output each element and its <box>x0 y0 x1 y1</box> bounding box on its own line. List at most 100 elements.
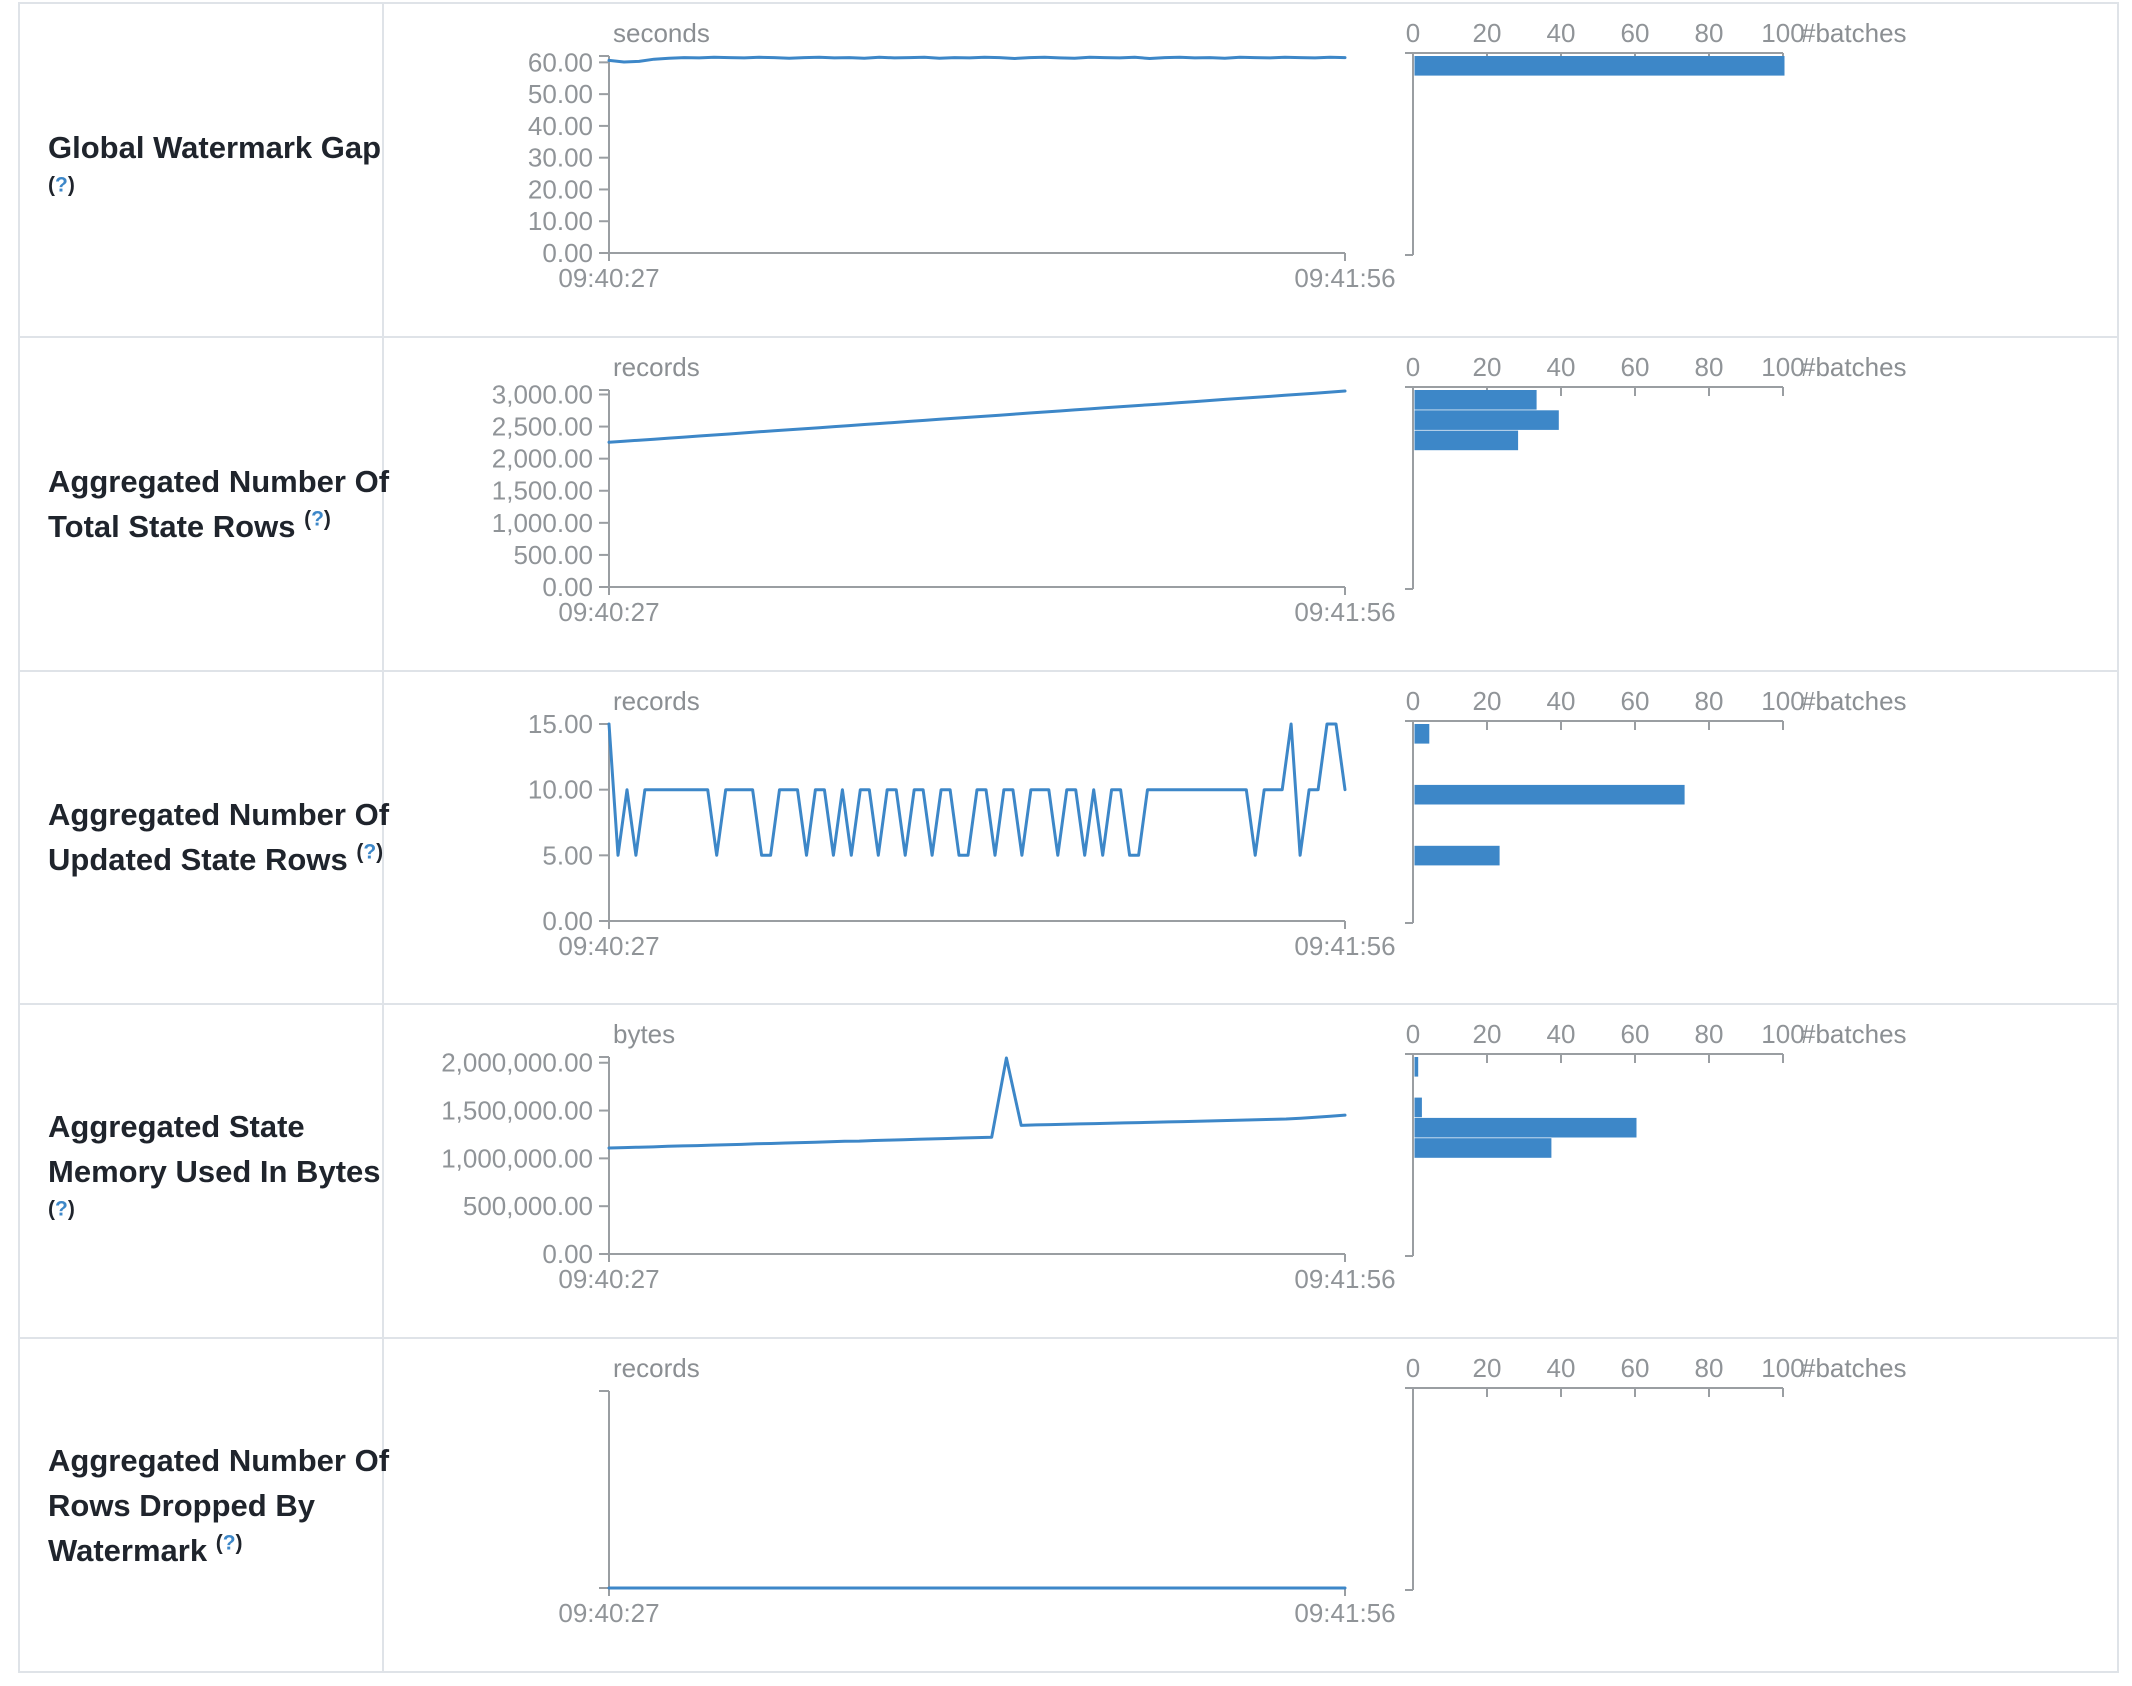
metric-label-cell: Aggregated Number Of Rows Dropped By Water… <box>20 1339 389 1671</box>
help-icon[interactable]: (?) <box>48 1197 75 1221</box>
metric-label-text: Aggregated Number Of <box>48 463 390 499</box>
histogram-chart: 0 20 40 60 80 100#batches <box>1405 686 1907 924</box>
batches-tick-label: 100 <box>1761 18 1804 48</box>
metric-label-cell: Global Watermark Gap (?) <box>20 4 384 336</box>
y-tick-label: 0.00 <box>542 1239 593 1269</box>
batches-tick-label: 60 <box>1621 1019 1650 1049</box>
x-start-time-label: 09:40:27 <box>558 597 659 627</box>
x-start-time-label: 09:40:27 <box>558 1264 659 1294</box>
metric-label-line: Global Watermark Gap <box>48 125 381 170</box>
y-tick-label: 5.00 <box>542 840 593 870</box>
y-tick-label: 1,500,000.00 <box>441 1096 593 1126</box>
metric-label-text: Global Watermark Gap <box>48 129 382 165</box>
batches-tick-label: 0 <box>1406 686 1420 716</box>
batches-tick-label: 40 <box>1547 352 1576 382</box>
histogram-bar <box>1414 784 1685 805</box>
batches-tick-label: 20 <box>1473 352 1502 382</box>
histogram-bar <box>1414 410 1559 430</box>
help-question-mark: ? <box>311 507 324 531</box>
y-tick-label: 15.00 <box>528 709 593 739</box>
x-end-time-label: 09:41:56 <box>1294 931 1395 961</box>
x-end-time-label: 09:41:56 <box>1294 1264 1395 1294</box>
metric-label-line: Aggregated Number Of <box>48 459 389 504</box>
metric-row: Aggregated Number Of Updated State Rows (… <box>20 669 2117 1004</box>
batches-axis-label: #batches <box>1801 686 1907 716</box>
y-tick-label: 2,500.00 <box>492 411 593 441</box>
batches-tick-label: 40 <box>1547 686 1576 716</box>
metric-label-cell: Aggregated Number Of Updated State Rows (… <box>20 671 389 1004</box>
metric-row: Aggregated State Memory Used In Bytes (?) b… <box>20 1003 2117 1338</box>
batches-tick-label: 60 <box>1621 1353 1650 1383</box>
batches-tick-label: 20 <box>1473 686 1502 716</box>
help-icon[interactable]: (?) <box>356 841 384 865</box>
y-tick-label: 0.00 <box>542 238 593 268</box>
x-end-time-label: 09:41:56 <box>1294 597 1395 627</box>
metric-label-line: Rows Dropped By <box>48 1483 368 1528</box>
histogram-bar <box>1414 1138 1552 1159</box>
metric-label-line: Updated State Rows (?) <box>48 837 383 882</box>
metric-label-text: Updated State Rows <box>48 842 348 878</box>
batches-tick-label: 40 <box>1547 1353 1576 1383</box>
y-tick-label: 2,000.00 <box>492 443 593 473</box>
metric-label-text: Aggregated Number Of <box>48 1442 390 1478</box>
metric-row: Global Watermark Gap (?) seconds 0.00 10.00 2… <box>20 4 2117 336</box>
y-tick-label: 30.00 <box>528 143 593 173</box>
y-tick-label: 0.00 <box>542 906 593 936</box>
timeline-unit-label: seconds <box>613 18 710 48</box>
batches-tick-label: 20 <box>1473 18 1502 48</box>
charts-cell: bytes 0.00 500,000.00 1,000,000.00 1,500,000… <box>384 1005 2117 1337</box>
metric-label-text: Memory Used In Bytes <box>48 1153 381 1189</box>
y-tick-label: 500.00 <box>513 540 593 570</box>
timeline-unit-label: bytes <box>613 1019 675 1049</box>
batches-tick-label: 100 <box>1761 1019 1804 1049</box>
metric-label-text: Aggregated Number Of <box>48 797 390 833</box>
batches-tick-label: 0 <box>1406 352 1420 382</box>
batches-tick-label: 60 <box>1621 352 1650 382</box>
batches-tick-label: 20 <box>1473 1019 1502 1049</box>
help-question-mark: ? <box>55 173 68 197</box>
metric-label-line: Aggregated Number Of <box>48 792 389 837</box>
batches-tick-label: 80 <box>1695 686 1724 716</box>
y-tick-label: 60.00 <box>528 47 593 77</box>
statistics-table: Global Watermark Gap (?) seconds 0.00 10.00 2… <box>18 2 2119 1673</box>
x-start-time-label: 09:40:27 <box>558 931 659 961</box>
batches-tick-label: 0 <box>1406 18 1420 48</box>
metric-label-line: Watermark (?) <box>48 1528 368 1573</box>
help-question-mark: ? <box>222 1531 236 1555</box>
metric-label-text: Total State Rows <box>48 508 296 544</box>
help-question-mark: ? <box>363 841 377 865</box>
histogram-bar <box>1414 389 1537 410</box>
y-tick-label: 20.00 <box>528 174 593 204</box>
histogram-bar <box>1414 1118 1637 1138</box>
charts-cell: seconds 0.00 10.00 20.00 30.00 40.00 50.00 60.0… <box>384 4 2117 336</box>
metric-row: Aggregated Number Of Total State Rows (?)… <box>20 335 2117 670</box>
histogram-bar <box>1414 723 1430 744</box>
batches-axis-label: #batches <box>1801 18 1907 48</box>
metric-label-text: Rows Dropped By <box>48 1487 315 1523</box>
metric-label-cell: Aggregated State Memory Used In Bytes (?) <box>20 1005 384 1338</box>
help-icon[interactable]: (?) <box>215 1531 243 1555</box>
timeline-series-line <box>607 1056 1347 1150</box>
help-icon[interactable]: (?) <box>48 173 75 197</box>
x-end-time-label: 09:41:56 <box>1294 1598 1395 1628</box>
metric-label-line: (?) <box>48 1194 368 1239</box>
charts-cell: records 0.00 500.00 1,000.00 1,500.00 2,000.0… <box>384 338 2117 670</box>
timeline-unit-label: records <box>613 1353 700 1383</box>
batches-tick-label: 0 <box>1406 1353 1420 1383</box>
metric-row: Aggregated Number Of Rows Dropped By Water… <box>20 1337 2117 1671</box>
histogram-chart: 0 20 40 60 80 100#batches <box>1405 1019 1907 1258</box>
timeline-unit-label: records <box>613 686 700 716</box>
batches-tick-label: 20 <box>1473 1353 1502 1383</box>
y-tick-label: 50.00 <box>528 79 593 109</box>
histogram-bar <box>1414 1097 1422 1118</box>
batches-tick-label: 40 <box>1547 1019 1576 1049</box>
y-tick-label: 3,000.00 <box>492 379 593 409</box>
batches-tick-label: 100 <box>1761 686 1804 716</box>
help-icon[interactable]: (?) <box>304 507 331 531</box>
x-start-time-label: 09:40:27 <box>558 1598 659 1628</box>
batches-tick-label: 80 <box>1695 1353 1724 1383</box>
timeline-chart: seconds 0.0010.0020.0030.0040.0050.0060.0… <box>528 18 1396 293</box>
batches-tick-label: 0 <box>1406 1019 1420 1049</box>
metric-label-line: Total State Rows (?) <box>48 504 368 549</box>
y-tick-label: 1,000,000.00 <box>441 1144 593 1174</box>
